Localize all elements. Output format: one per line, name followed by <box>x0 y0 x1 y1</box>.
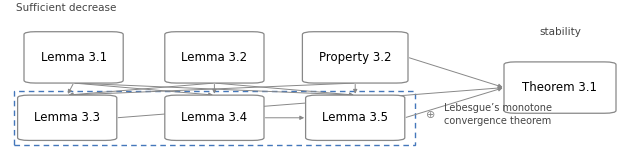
FancyBboxPatch shape <box>18 95 116 140</box>
FancyBboxPatch shape <box>24 32 123 83</box>
Text: ⊕: ⊕ <box>426 110 435 120</box>
Text: Theorem 3.1: Theorem 3.1 <box>522 81 598 94</box>
Text: Lebesgue’s monotone
convergence theorem: Lebesgue’s monotone convergence theorem <box>444 103 552 126</box>
Text: Sufficient decrease: Sufficient decrease <box>16 3 116 13</box>
FancyBboxPatch shape <box>306 95 405 140</box>
Text: Lemma 3.5: Lemma 3.5 <box>322 111 388 124</box>
Text: Lemma 3.3: Lemma 3.3 <box>34 111 100 124</box>
Text: Lemma 3.1: Lemma 3.1 <box>40 51 107 64</box>
FancyBboxPatch shape <box>165 95 264 140</box>
Text: Lemma 3.4: Lemma 3.4 <box>181 111 248 124</box>
Bar <box>14 91 415 145</box>
Text: Lemma 3.2: Lemma 3.2 <box>181 51 248 64</box>
Text: stability: stability <box>539 27 581 37</box>
FancyBboxPatch shape <box>165 32 264 83</box>
FancyBboxPatch shape <box>303 32 408 83</box>
FancyBboxPatch shape <box>504 62 616 113</box>
Text: Property 3.2: Property 3.2 <box>319 51 392 64</box>
